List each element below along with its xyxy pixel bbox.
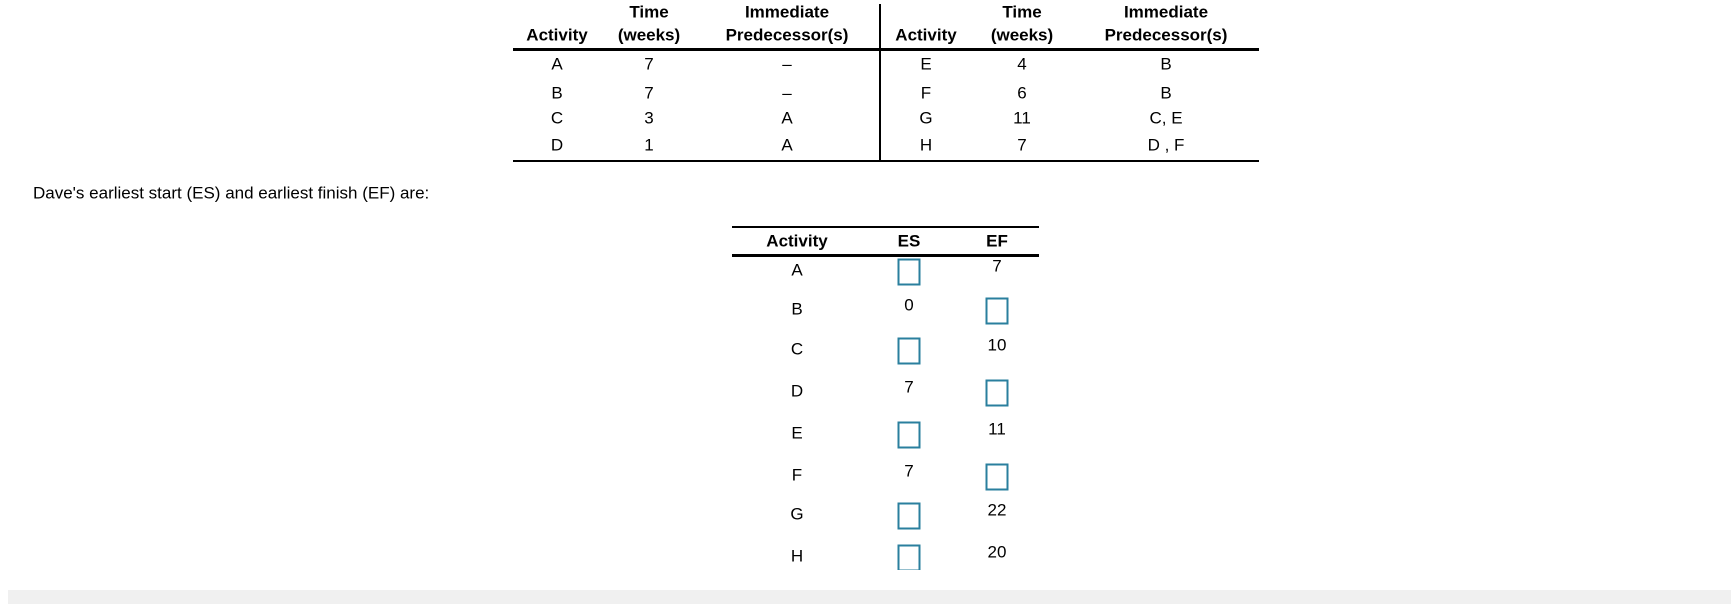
cell: 7	[904, 377, 914, 397]
rule	[732, 226, 1039, 228]
cell: 0	[904, 295, 914, 315]
header-cell: Predecessor(s)	[725, 25, 849, 45]
cell: B	[1160, 83, 1172, 103]
header-cell: Activity	[766, 231, 828, 251]
cell: 7	[644, 83, 654, 103]
cell: 7	[644, 54, 654, 74]
cell: A	[781, 135, 793, 155]
cell: F	[920, 83, 932, 103]
cell: 1	[644, 135, 654, 155]
cell: 20	[987, 542, 1007, 562]
cell: G	[919, 108, 933, 128]
header-cell: ES	[897, 231, 921, 251]
cell: 22	[987, 500, 1007, 520]
header-cell: Immediate	[1123, 2, 1209, 22]
cell: C, E	[1149, 108, 1183, 128]
answer-input[interactable]	[897, 337, 921, 365]
cell: A	[791, 260, 803, 280]
cell: D	[550, 135, 564, 155]
rule	[732, 254, 1039, 257]
header-cell: Time	[629, 2, 669, 22]
answer-input[interactable]	[897, 544, 921, 570]
cell: 10	[987, 335, 1007, 355]
cell: 6	[1017, 83, 1027, 103]
header-cell: Activity	[526, 25, 588, 45]
answer-input[interactable]	[897, 258, 921, 286]
header-cell: Immediate	[744, 2, 830, 22]
prompt: Dave's earliest start (ES) and earliest …	[33, 183, 430, 203]
rule	[879, 4, 881, 161]
header-cell: (weeks)	[617, 25, 681, 45]
cell: E	[920, 54, 932, 74]
cell: A	[551, 54, 563, 74]
cell: 11	[988, 419, 1006, 439]
cell: B	[551, 83, 563, 103]
cell: F	[791, 465, 803, 485]
rule	[513, 160, 1259, 162]
cell: 11	[1013, 108, 1031, 128]
cell: H	[790, 546, 804, 566]
cell: 3	[644, 108, 654, 128]
cell: –	[782, 83, 792, 103]
cell: G	[790, 504, 804, 524]
cell: 7	[904, 461, 914, 481]
cell: A	[781, 108, 793, 128]
cell: D	[790, 381, 804, 401]
answer-input[interactable]	[985, 297, 1009, 325]
cell: 7	[992, 256, 1002, 276]
answer-input[interactable]	[897, 421, 921, 449]
rule	[513, 48, 1259, 51]
cell: B	[1160, 54, 1172, 74]
header-cell: Activity	[895, 25, 957, 45]
cell: C	[550, 108, 564, 128]
answer-input[interactable]	[897, 502, 921, 530]
cell: B	[791, 299, 803, 319]
cell: E	[791, 423, 803, 443]
cell: –	[782, 54, 792, 74]
answer-input[interactable]	[985, 379, 1009, 407]
header-cell: (weeks)	[990, 25, 1054, 45]
header-cell: Predecessor(s)	[1104, 25, 1228, 45]
answer-input[interactable]	[985, 463, 1009, 491]
header-cell: Time	[1002, 2, 1042, 22]
cell: C	[790, 339, 804, 359]
cell: 7	[1017, 135, 1027, 155]
header-cell: EF	[986, 231, 1008, 251]
cell: D , F	[1147, 135, 1185, 155]
scrollbar	[8, 590, 1731, 604]
cell: 4	[1017, 54, 1027, 74]
cell: H	[919, 135, 933, 155]
content: Dave's earliest start (ES) and earliest …	[33, 2, 1259, 570]
